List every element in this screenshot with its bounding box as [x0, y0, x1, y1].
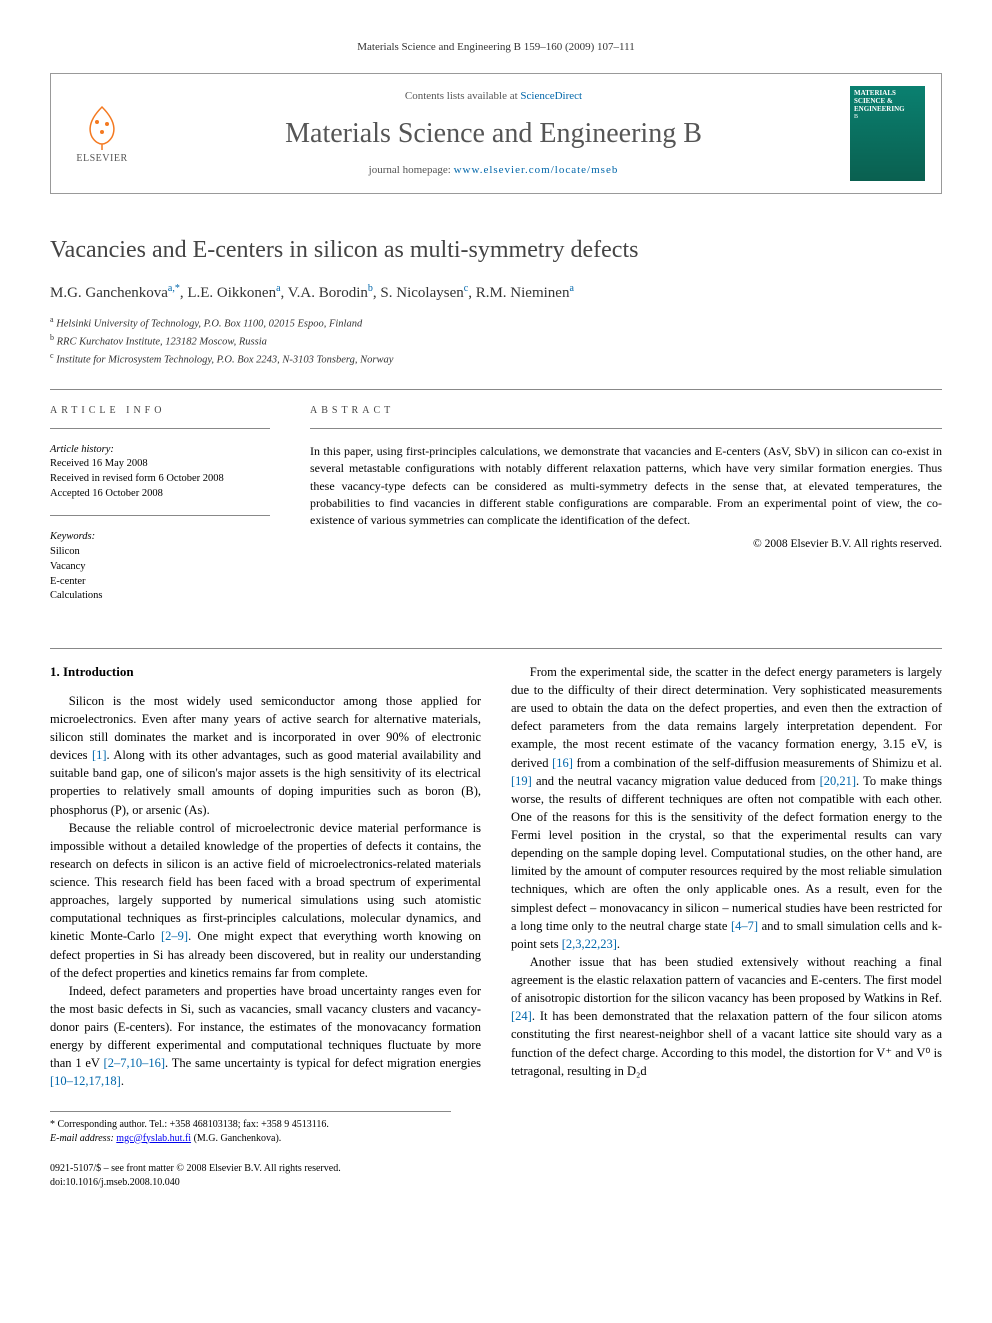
ref-link-24[interactable]: [24] [511, 1009, 532, 1023]
abstract-copyright: © 2008 Elsevier B.V. All rights reserved… [310, 536, 942, 552]
divider-info-1 [50, 428, 270, 429]
info-abstract-row: ARTICLE INFO Article history: Received 1… [50, 404, 942, 618]
divider-body [50, 648, 942, 649]
cover-title: MATERIALS SCIENCE & ENGINEERING [854, 90, 921, 113]
author: V.A. Borodin [288, 285, 368, 301]
body-text: 1. Introduction Silicon is the most wide… [50, 663, 942, 1091]
journal-cover-thumb: MATERIALS SCIENCE & ENGINEERING B [850, 86, 925, 181]
author-affil-sup: a,* [168, 283, 180, 294]
paragraph-5: Another issue that has been studied exte… [511, 953, 942, 1080]
history-line: Received in revised form 6 October 2008 [50, 472, 270, 487]
affiliation: b RRC Kurchatov Institute, 123182 Moscow… [50, 332, 942, 350]
author-affil-sup: a [569, 283, 573, 294]
elsevier-tree-icon [77, 102, 127, 152]
article-info-heading: ARTICLE INFO [50, 404, 270, 418]
ref-link-19[interactable]: [19] [511, 774, 532, 788]
keyword: Calculations [50, 589, 270, 604]
affiliation: c Institute for Microsystem Technology, … [50, 350, 942, 368]
corresponding-line: * Corresponding author. Tel.: +358 46810… [50, 1118, 451, 1132]
doi-line: doi:10.1016/j.mseb.2008.10.040 [50, 1176, 942, 1190]
article-info-col: ARTICLE INFO Article history: Received 1… [50, 404, 270, 618]
journal-center-block: Contents lists available at ScienceDirec… [153, 89, 834, 179]
keywords-block: Keywords: SiliconVacancyE-centerCalculat… [50, 530, 270, 603]
author-affil-sup: a [276, 283, 280, 294]
journal-title: Materials Science and Engineering B [153, 114, 834, 153]
authors-line: M.G. Ganchenkovaa,*, L.E. Oikkonena, V.A… [50, 282, 942, 304]
abstract-heading: ABSTRACT [310, 404, 942, 418]
sciencedirect-link[interactable]: ScienceDirect [520, 90, 582, 102]
keyword: E-center [50, 575, 270, 590]
ref-link-1[interactable]: [1] [92, 748, 107, 762]
ref-link-2-9[interactable]: [2–9] [161, 929, 188, 943]
author: S. Nicolaysen [380, 285, 463, 301]
keyword: Vacancy [50, 560, 270, 575]
author: R.M. Nieminen [476, 285, 570, 301]
author: M.G. Ganchenkova [50, 285, 168, 301]
paragraph-4: From the experimental side, the scatter … [511, 663, 942, 953]
ref-link-10-12-17-18[interactable]: [10–12,17,18] [50, 1074, 121, 1088]
history-line: Accepted 16 October 2008 [50, 487, 270, 502]
journal-header-box: ELSEVIER Contents lists available at Sci… [50, 73, 942, 194]
homepage-line: journal homepage: www.elsevier.com/locat… [153, 163, 834, 178]
ref-link-20-21[interactable]: [20,21] [820, 774, 856, 788]
author-affil-sup: b [368, 283, 373, 294]
keywords-label: Keywords: [50, 530, 270, 545]
keyword: Silicon [50, 545, 270, 560]
divider-info-2 [50, 515, 270, 516]
abstract-col: ABSTRACT In this paper, using first-prin… [310, 404, 942, 618]
issn-copyright-line: 0921-5107/$ – see front matter © 2008 El… [50, 1162, 942, 1176]
ref-link-16[interactable]: [16] [552, 756, 573, 770]
affiliation: a Helsinki University of Technology, P.O… [50, 314, 942, 332]
email-label: E-mail address: [50, 1133, 114, 1144]
affiliations-block: a Helsinki University of Technology, P.O… [50, 314, 942, 369]
contents-prefix: Contents lists available at [405, 90, 520, 102]
article-title: Vacancies and E-centers in silicon as mu… [50, 234, 942, 268]
article-history-block: Article history: Received 16 May 2008Rec… [50, 443, 270, 502]
bottom-meta: 0921-5107/$ – see front matter © 2008 El… [50, 1162, 942, 1190]
abstract-text: In this paper, using first-principles ca… [310, 443, 942, 530]
divider-abstract [310, 428, 942, 429]
paragraph-1: Silicon is the most widely used semicond… [50, 692, 481, 819]
email-line: E-mail address: mgc@fyslab.hut.fi (M.G. … [50, 1132, 451, 1146]
divider-top [50, 389, 942, 390]
homepage-prefix: journal homepage: [369, 164, 454, 176]
homepage-link[interactable]: www.elsevier.com/locate/mseb [454, 164, 619, 176]
email-suffix: (M.G. Ganchenkova). [191, 1133, 281, 1144]
ref-link-2-3-22-23[interactable]: [2,3,22,23] [562, 937, 617, 951]
cover-sub: B [854, 113, 921, 121]
author: L.E. Oikkonen [187, 285, 276, 301]
running-header: Materials Science and Engineering B 159–… [50, 40, 942, 55]
publisher-name: ELSEVIER [76, 152, 127, 166]
author-affil-sup: c [464, 283, 468, 294]
history-label: Article history: [50, 443, 270, 458]
corresponding-author-footnote: * Corresponding author. Tel.: +358 46810… [50, 1111, 451, 1146]
paragraph-3: Indeed, defect parameters and properties… [50, 982, 481, 1091]
contents-available-line: Contents lists available at ScienceDirec… [153, 89, 834, 104]
elsevier-logo: ELSEVIER [67, 94, 137, 174]
author-email-link[interactable]: mgc@fyslab.hut.fi [116, 1133, 191, 1144]
section-1-heading: 1. Introduction [50, 663, 481, 682]
ref-link-2-7-10-16[interactable]: [2–7,10–16] [104, 1056, 165, 1070]
ref-link-4-7[interactable]: [4–7] [731, 919, 758, 933]
history-line: Received 16 May 2008 [50, 457, 270, 472]
paragraph-2: Because the reliable control of microele… [50, 819, 481, 982]
